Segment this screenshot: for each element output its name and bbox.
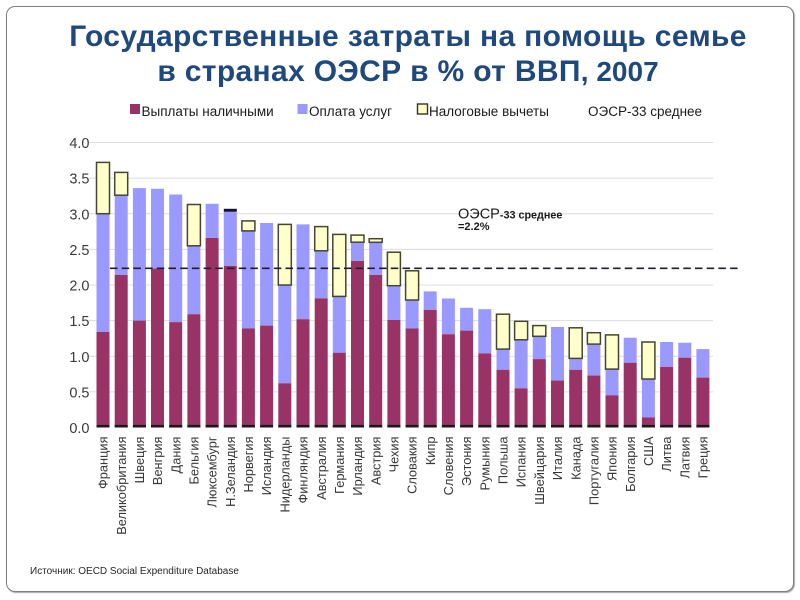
svg-text:США: США (641, 436, 656, 466)
svg-text:Эстония: Эстония (459, 436, 474, 486)
svg-text:Нидерланды: Нидерланды (277, 437, 292, 513)
svg-text:ОЭСР-33 среднее: ОЭСР-33 среднее (458, 207, 562, 223)
svg-text:1.0: 1.0 (69, 350, 89, 366)
svg-text:Португалия: Португалия (587, 436, 602, 505)
svg-text:Япония: Япония (605, 436, 620, 481)
svg-text:2.0: 2.0 (69, 279, 89, 295)
svg-text:Исландия: Исландия (259, 436, 274, 495)
svg-text:1.5: 1.5 (69, 314, 89, 330)
svg-text:Чехия: Чехия (387, 436, 402, 472)
svg-text:Словакия: Словакия (405, 436, 420, 493)
svg-text:Австралия: Австралия (314, 436, 329, 499)
svg-text:=2.2%: =2.2% (458, 221, 490, 233)
svg-text:Литва: Литва (659, 436, 674, 472)
svg-text:Великобритания: Великобритания (114, 436, 129, 534)
svg-text:Налоговые вычеты: Налоговые вычеты (429, 104, 549, 119)
svg-text:Канада: Канада (568, 436, 583, 480)
svg-text:Франция: Франция (96, 436, 111, 489)
svg-text:4.0: 4.0 (69, 136, 89, 152)
svg-text:Швеция: Швеция (132, 436, 147, 483)
svg-text:Румыния: Румыния (477, 436, 492, 490)
svg-text:Бельгия: Бельгия (187, 436, 202, 484)
svg-text:ОЭСР-33 среднее: ОЭСР-33 среднее (588, 104, 702, 119)
svg-text:Венгрия: Венгрия (150, 436, 165, 485)
svg-text:0.5: 0.5 (69, 386, 89, 402)
svg-text:Кипр: Кипр (423, 437, 438, 466)
svg-text:Австрия: Австрия (368, 436, 383, 485)
svg-text:3.0: 3.0 (69, 207, 89, 223)
svg-text:Италия: Италия (550, 436, 565, 480)
svg-text:Люксембург: Люксембург (205, 436, 220, 507)
svg-text:2.5: 2.5 (69, 243, 89, 259)
svg-text:Ирландия: Ирландия (350, 436, 365, 495)
svg-text:Польша: Польша (496, 436, 511, 484)
svg-text:Выплаты наличными: Выплаты наличными (142, 104, 274, 119)
svg-text:Швейцария: Швейцария (532, 436, 547, 504)
svg-text:Германия: Германия (332, 436, 347, 493)
svg-text:Греция: Греция (696, 436, 711, 478)
svg-text:Испания: Испания (514, 436, 529, 487)
svg-text:3.5: 3.5 (69, 172, 89, 188)
svg-text:Норвегия: Норвегия (241, 436, 256, 492)
svg-text:Латвия: Латвия (677, 436, 692, 478)
svg-text:Болгария: Болгария (623, 436, 638, 491)
svg-text:Дания: Дания (168, 436, 183, 473)
svg-text:Н.Зеландия: Н.Зеландия (223, 436, 238, 506)
svg-text:Оплата услуг: Оплата услуг (309, 104, 392, 119)
svg-text:Словения: Словения (441, 436, 456, 495)
svg-text:Финляндия: Финляндия (296, 436, 311, 503)
svg-text:0.0: 0.0 (69, 421, 89, 437)
